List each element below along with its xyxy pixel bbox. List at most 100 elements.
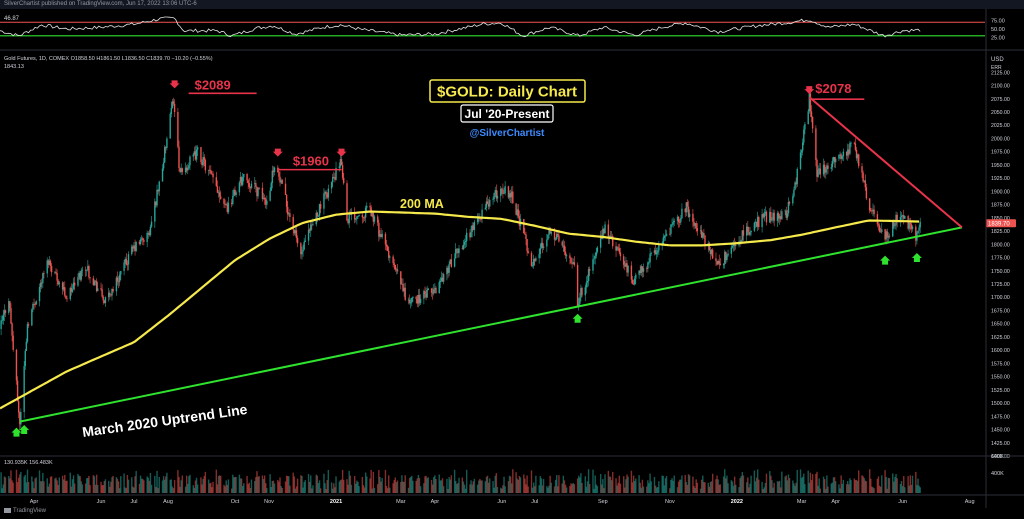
candle-body [685,202,688,213]
candle-body [619,252,622,257]
volume-bar [120,476,122,493]
gold-daily-chart[interactable]: 46.87 75.00 50.00 25.00 Gold Futures, 1D, … [0,9,1024,508]
candle-body [458,248,460,254]
chart-subtitle: Jul '20-Present [465,107,550,121]
candle-body [427,288,429,291]
volume-bar [911,475,914,493]
candle-body [816,159,818,177]
volume-bar [896,478,898,493]
candle-body [257,187,259,197]
volume-bar [472,481,474,493]
volume-bar [392,483,394,493]
volume-bar [893,481,895,493]
candle-body [419,298,422,304]
candle-body [223,198,225,205]
volume-bar [57,484,59,493]
candle-body [831,160,834,168]
time-axis-tick: Mar [396,499,406,505]
candle-body [216,186,219,193]
candle-body [716,261,718,265]
volume-bar [895,474,897,493]
candle-body [373,216,376,222]
candle-body [77,277,79,286]
volume-bar [277,479,279,493]
candle-body [654,250,657,255]
candle-body [239,176,242,183]
volume-bar [870,478,872,493]
candle-body [389,256,391,258]
volume-bar [386,488,389,493]
volume-bar [792,480,794,493]
candle-body [341,165,344,178]
candle-body [753,222,756,231]
candle-body [362,217,365,219]
price-axis-tick: 1900.00 [991,189,1010,195]
candle-body [888,235,891,237]
candle-body [862,172,864,182]
candle-body [702,232,704,238]
volume-bar [425,475,427,493]
volume-bar [696,482,698,493]
price-axis-tick: 1925.00 [991,176,1010,182]
volume-bar [112,476,114,493]
candle-body [886,231,888,238]
volume-bar [164,479,166,493]
price-axis-tick: 2000.00 [991,136,1010,142]
volume-bar [177,470,179,493]
candle-body [16,380,19,402]
volume-bar [266,488,268,493]
candle-body [269,190,271,201]
volume-bar [479,478,481,493]
candle-body [457,248,459,254]
candle-body [392,256,394,264]
candle-body [908,222,910,229]
candle-body [379,234,381,237]
volume-bar [635,478,637,493]
volume-bar [78,475,80,493]
candle-body [170,108,173,114]
candle-body [41,282,43,284]
candle-body [61,282,64,290]
volume-bar [518,476,521,493]
volume-bar [864,480,867,493]
volume-bar [95,474,98,493]
candle-body [423,291,425,299]
peak-2078-label: $2078 [815,81,851,96]
volume-bar [508,475,511,493]
currency-label: USD [991,57,1004,63]
volume-bar [670,479,672,493]
candle-body [699,230,702,232]
candle-body [50,266,53,273]
volume-bar [585,486,588,493]
candle-body [117,281,120,283]
volume-bar [388,475,390,493]
volume-bar [358,486,360,493]
candle-body [894,225,896,227]
volume-bar [612,471,614,493]
candle-body [476,218,479,222]
volume-bar [856,480,859,493]
candle-body [788,201,791,204]
volume-bar [79,476,81,493]
candle-body [496,195,499,199]
volume-bar [103,480,106,493]
volume-bar [117,481,120,493]
candle-body [158,181,160,192]
price-axis-tick: 1675.00 [991,308,1010,314]
candle-body [786,213,789,218]
candle-body [404,287,406,300]
candle-body [792,196,794,204]
volume-bar [796,469,798,493]
volume-bar [563,480,566,493]
candle-body [485,201,488,208]
volume-bar [770,475,772,493]
candle-body [110,294,112,296]
candle-body [502,189,504,194]
volume-bar [88,475,90,493]
volume-bar [904,487,906,493]
volume-bar [699,488,702,493]
volume-bar [815,473,817,493]
volume-bar [241,485,244,493]
volume-bar [470,480,472,493]
volume-bar [184,486,187,493]
